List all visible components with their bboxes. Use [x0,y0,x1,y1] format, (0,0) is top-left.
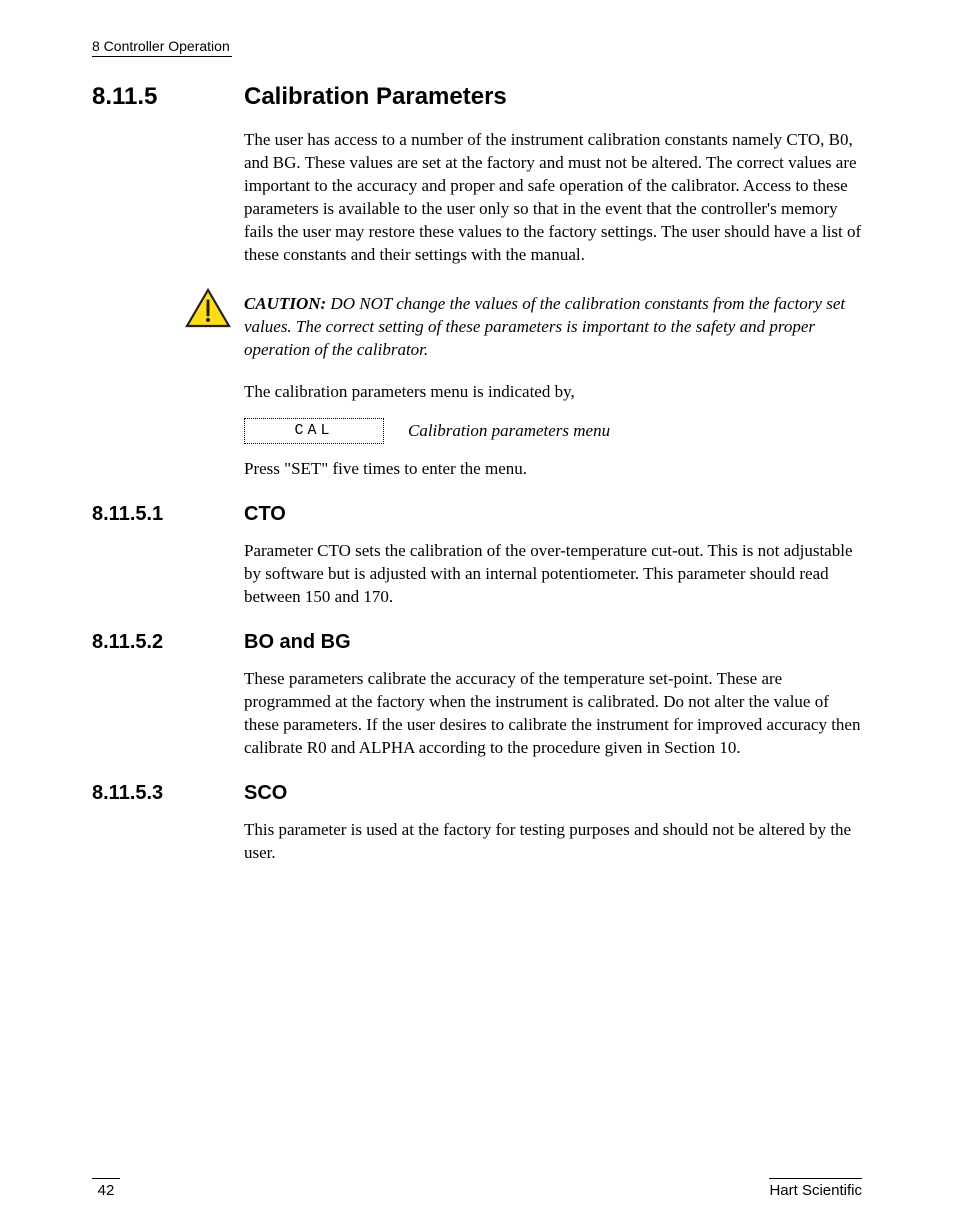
para-8-11-5-1: Parameter CTO sets the calibration of th… [244,540,862,609]
heading-title: SCO [244,782,287,805]
para-8-11-5: The user has access to a number of the i… [244,129,862,267]
heading-8-11-5: 8.11.5 Calibration Parameters [92,83,862,111]
caution-lead: CAUTION: [244,294,326,313]
para-8-11-5-3: This parameter is used at the factory fo… [244,819,862,865]
heading-8-11-5-2: 8.11.5.2 BO and BG [92,631,862,654]
heading-title: CTO [244,503,286,526]
heading-title: BO and BG [244,631,351,654]
running-head: 8 Controller Operation [92,38,232,57]
heading-number: 8.11.5.2 [92,631,244,654]
heading-number: 8.11.5.1 [92,503,244,526]
heading-number: 8.11.5.3 [92,782,244,805]
menu-indicator-row: CAL Calibration parameters menu [244,418,862,444]
menu-code-box: CAL [244,418,384,444]
menu-caption: Calibration parameters menu [408,421,610,441]
caution-text: CAUTION: DO NOT change the values of the… [244,293,862,362]
caution-body: DO NOT change the values of the calibrat… [244,294,845,359]
heading-8-11-5-3: 8.11.5.3 SCO [92,782,862,805]
heading-title: Calibration Parameters [244,83,507,111]
warning-triangle-icon [184,287,232,334]
menu-after: Press "SET" five times to enter the menu… [244,458,862,481]
para-8-11-5-2: These parameters calibrate the accuracy … [244,668,862,760]
page-number: 42 [92,1178,120,1199]
caution-block: CAUTION: DO NOT change the values of the… [184,293,862,362]
heading-8-11-5-1: 8.11.5.1 CTO [92,503,862,526]
page-footer: 42 Hart Scientific [0,1178,954,1199]
menu-intro: The calibration parameters menu is indic… [244,381,862,404]
footer-brand: Hart Scientific [769,1178,862,1199]
heading-number: 8.11.5 [92,83,244,111]
